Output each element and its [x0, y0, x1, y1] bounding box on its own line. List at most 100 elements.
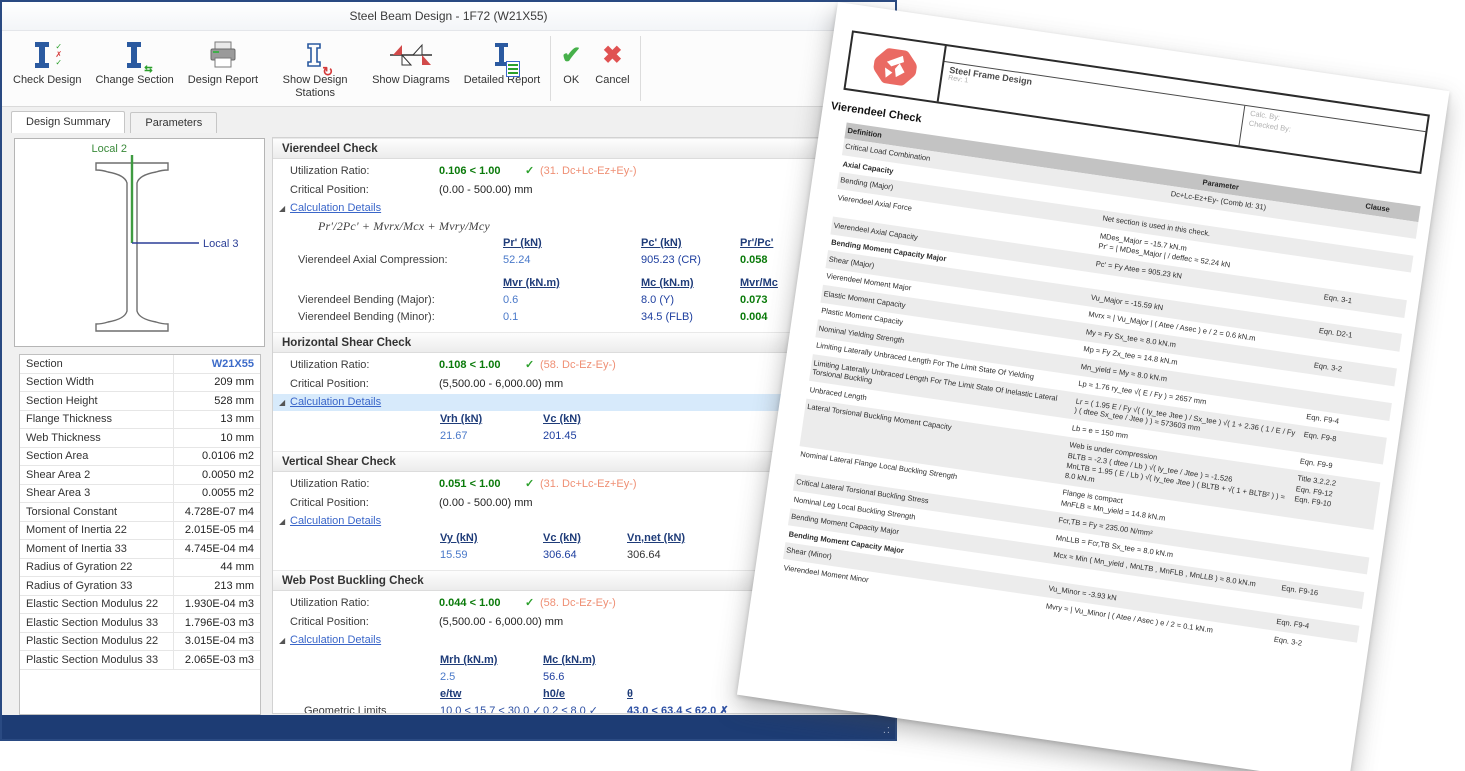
table-row: Vierendeel Axial Compression: 52.24 905.… [298, 254, 768, 266]
design-stations-icon: ↻ [306, 36, 333, 78]
window-titlebar[interactable]: Steel Beam Design - 1F72 (W21X55) [2, 2, 895, 31]
prota-logo [845, 32, 947, 102]
load-combo: (58. Dc-Ez-Ey-) [540, 359, 616, 371]
table-row: Section Height 528 mm [20, 391, 260, 411]
calculation-details-link[interactable]: Calculation Details [290, 396, 382, 408]
table-row: Vierendeel Bending (Major): 0.6 8.0 (Y) … [298, 294, 768, 306]
tab-design-summary[interactable]: Design Summary [11, 111, 126, 133]
cancel-button[interactable]: ✖ Cancel [588, 31, 636, 106]
utilization-value: 0.044 < 1.00 [439, 597, 501, 609]
ok-button[interactable]: ✔ OK [554, 31, 588, 106]
table-row: Shear Area 2 0.0050 m2 [20, 465, 260, 485]
ok-label: OK [563, 74, 580, 86]
cancel-x-icon: ✖ [602, 41, 623, 69]
table-row: Moment of Inertia 33 4.745E-04 m4 [20, 539, 260, 559]
change-section-label: Change Section [95, 74, 174, 86]
pass-check-icon: ✓ [525, 165, 535, 177]
table-row: Moment of Inertia 22 2.015E-05 m4 [20, 521, 260, 540]
utilization-row: Utilization Ratio: 0.106 < 1.00 ✓ (31. D… [273, 162, 891, 181]
printer-icon [208, 36, 238, 74]
calculation-details-link[interactable]: Calculation Details [290, 634, 382, 646]
table-row: Radius of Gyration 22 44 mm [20, 558, 260, 577]
calculation-details-link[interactable]: Calculation Details [290, 515, 382, 527]
critical-position-row: Critical Position: (5,500.00 - 6,000.00)… [273, 375, 891, 394]
design-report-label: Design Report [187, 74, 259, 86]
collapse-triangle-icon[interactable] [279, 513, 290, 530]
change-section-icon: ⇆ [124, 36, 153, 75]
calculation-details-row: Calculation Details [273, 200, 891, 217]
calculation-details-link[interactable]: Calculation Details [290, 202, 382, 214]
table-row: 2.5 56.6 [440, 671, 565, 683]
web-post-table-header: Mrh (kN.m) Mc (kN.m) [440, 654, 596, 666]
critical-position-row: Critical Position: (5,500.00 - 6,000.00)… [273, 613, 891, 632]
collapse-triangle-icon[interactable] [279, 394, 290, 411]
collapse-triangle-icon[interactable] [279, 200, 290, 217]
swap-badge-icon: ⇆ [144, 64, 153, 75]
table-row: Elastic Section Modulus 22 1.930E-04 m3 [20, 595, 260, 614]
section-header-vierendeel: Vierendeel Check [273, 138, 891, 159]
check-design-button[interactable]: ✓ ✗ ✓ Check Design [6, 31, 88, 106]
detailed-report-label: Detailed Report [463, 74, 541, 86]
collapse-triangle-icon[interactable] [279, 632, 290, 649]
table-row: Plastic Section Modulus 33 2.065E-03 m3 [20, 650, 260, 670]
table-row: Torsional Constant 4.728E-07 m4 [20, 502, 260, 522]
section-header-horizontal-shear: Horizontal Shear Check [273, 332, 891, 353]
vierendeel-table-header: Mvr (kN.m) Mc (kN.m) Mvr/Mc [503, 277, 778, 289]
show-design-stations-label: Show Design Stations [282, 74, 348, 99]
table-row: Vierendeel Bending (Minor): 0.1 34.5 (FL… [298, 311, 768, 323]
calculation-details-row-selected: Calculation Details [273, 394, 891, 411]
vierendeel-formula: Pr'/2Pc' + Mvrx/Mcx + Mvry/Mcy [318, 219, 490, 233]
utilization-value: 0.051 < 1.00 [439, 478, 501, 490]
section-header-vertical-shear: Vertical Shear Check [273, 451, 891, 472]
utilization-value: 0.108 < 1.00 [439, 359, 501, 371]
critical-position-row: Critical Position: (0.00 - 500.00) mm [273, 494, 891, 513]
ok-check-icon: ✔ [561, 41, 582, 69]
calculation-details-row: Calculation Details [273, 632, 891, 649]
critical-position-value: (0.00 - 500.00) mm [439, 497, 533, 509]
utilization-row: Utilization Ratio: 0.051 < 1.00 ✓ (31. D… [273, 475, 891, 494]
toolbar-separator [639, 36, 641, 101]
report-table: Definition Parameter Clause Critical Loa… [781, 122, 1421, 660]
utilization-row: Utilization Ratio: 0.044 < 1.00 ✓ (58. D… [273, 594, 891, 613]
check-design-label: Check Design [13, 74, 82, 86]
detailed-report-button[interactable]: Detailed Report [457, 31, 547, 106]
rotate-arrow-icon: ↻ [322, 64, 334, 79]
section-properties-table: Section W21X55 Section Width 209 mm Sectio… [19, 354, 261, 715]
table-row: Radius of Gyration 33 213 mm [20, 576, 260, 596]
design-report-button[interactable]: Design Report [181, 31, 265, 106]
utilization-row: Utilization Ratio: 0.108 < 1.00 ✓ (58. D… [273, 356, 891, 375]
document-icon [505, 61, 520, 77]
diagrams-icon [388, 36, 434, 74]
toolbar-separator [550, 36, 552, 101]
table-row: Section Width 209 mm [20, 373, 260, 392]
status-bar: .: [2, 715, 895, 739]
show-diagrams-button[interactable]: Show Diagrams [365, 31, 457, 106]
check-design-icon: ✓ ✗ ✓ [32, 36, 62, 74]
tab-parameters[interactable]: Parameters [130, 112, 218, 133]
tab-strip: Design Summary Parameters [2, 107, 895, 133]
window-title: Steel Beam Design - 1F72 (W21X55) [349, 9, 548, 23]
show-design-stations-button[interactable]: ↻ Show Design Stations [265, 31, 365, 106]
report-header-box: Steel Frame Design Rev: 1 Calc. By: Chec… [843, 30, 1430, 175]
section-header-web-post-buckling: Web Post Buckling Check [273, 570, 891, 591]
geometric-limits-header: e/tw h0/e θ [440, 688, 633, 700]
horizontal-shear-table-header: Vrh (kN) Vc (kN) [440, 413, 581, 425]
load-combo: (31. Dc+Lc-Ez+Ey-) [540, 478, 637, 490]
pass-check-icon: ✓ [525, 478, 535, 490]
table-row: Plastic Section Modulus 22 3.015E-04 m3 [20, 632, 260, 651]
vierendeel-table-header: Pr' (kN) Pc' (kN) Pr'/Pc' [503, 237, 774, 249]
table-row: Elastic Section Modulus 33 1.796E-03 m3 [20, 613, 260, 633]
utilization-value: 0.106 < 1.00 [439, 165, 501, 177]
geometric-limits-row: Geometric Limits 10.0 < 15.7 < 30.0 ✓ 0.… [304, 705, 729, 714]
calculation-details-row: Calculation Details [273, 513, 891, 530]
local-3-label: Local 3 [203, 238, 238, 250]
show-diagrams-label: Show Diagrams [372, 74, 450, 86]
table-row: 15.59 306.64 306.64 [440, 549, 661, 561]
cancel-label: Cancel [595, 74, 630, 86]
table-row: Section Area 0.0106 m2 [20, 447, 260, 466]
change-section-button[interactable]: ⇆ Change Section [88, 31, 180, 106]
load-combo: (58. Dc-Ez-Ey-) [540, 597, 616, 609]
pass-check-icon: ✓ [525, 597, 535, 609]
resize-grip-icon[interactable]: .: [882, 724, 891, 736]
table-row: Web Thickness 10 mm [20, 428, 260, 448]
